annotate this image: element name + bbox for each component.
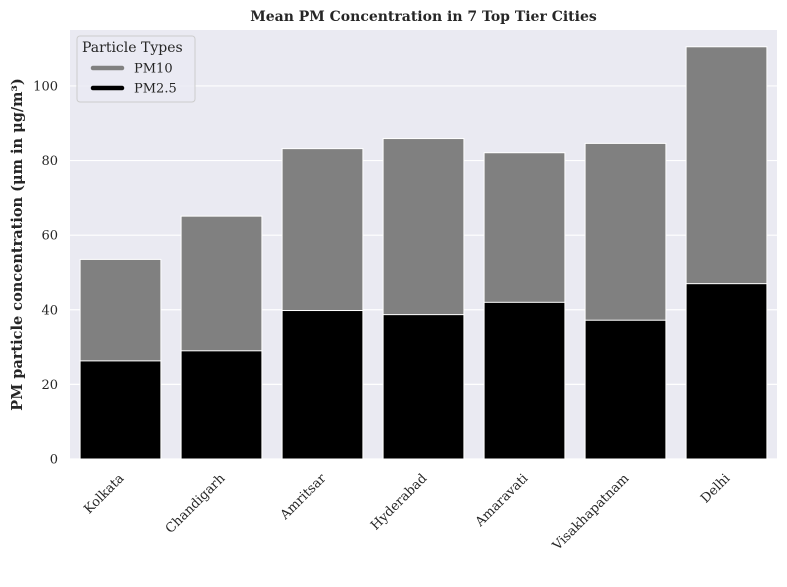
bar-pm25-amaravati <box>483 301 566 460</box>
x-tick-label: Kolkata <box>81 471 127 517</box>
y-tick-label: 100 <box>33 79 58 94</box>
chart-title: Mean PM Concentration in 7 Top Tier Citi… <box>250 9 597 25</box>
y-tick-label: 20 <box>41 378 58 393</box>
y-tick-label: 40 <box>41 303 58 318</box>
bar-pm25-kolkata <box>79 360 162 460</box>
bar-pm25-delhi <box>685 283 768 460</box>
x-tick-label: Chandigarh <box>163 471 229 537</box>
bars <box>79 46 768 460</box>
legend-label: PM10 <box>134 62 173 77</box>
x-tick-label: Visakhapatnam <box>549 471 632 554</box>
y-tick-label: 60 <box>41 229 58 244</box>
x-axis-ticks: Kolkata Chandigarh Amritsar Hyderabad Amarav… <box>81 471 733 555</box>
y-tick-label: 80 <box>41 154 58 169</box>
y-axis-ticks: 0 20 40 60 80 100 <box>33 79 58 467</box>
x-tick-label: Amaravati <box>472 471 531 530</box>
bar-pm25-amritsar <box>281 310 364 460</box>
legend-title: Particle Types <box>82 40 183 56</box>
bar-pm25-chandigarh <box>180 350 263 460</box>
legend-label: PM2.5 <box>134 82 177 97</box>
legend-box <box>76 35 196 103</box>
y-tick-label: 0 <box>50 453 58 468</box>
x-tick-label: Amritsar <box>277 471 330 524</box>
y-axis-label: PM particle concentration (μm in μg/m³) <box>9 78 26 410</box>
x-tick-label: Hyderabad <box>368 471 430 533</box>
legend: Particle Types PM10 PM2.5 <box>76 35 196 103</box>
bar-pm25-hyderabad <box>382 314 465 460</box>
legend-entries: PM10 PM2.5 <box>90 62 177 97</box>
bar-pm25-visakhapatnam <box>584 319 667 460</box>
x-tick-label: Delhi <box>698 471 733 506</box>
